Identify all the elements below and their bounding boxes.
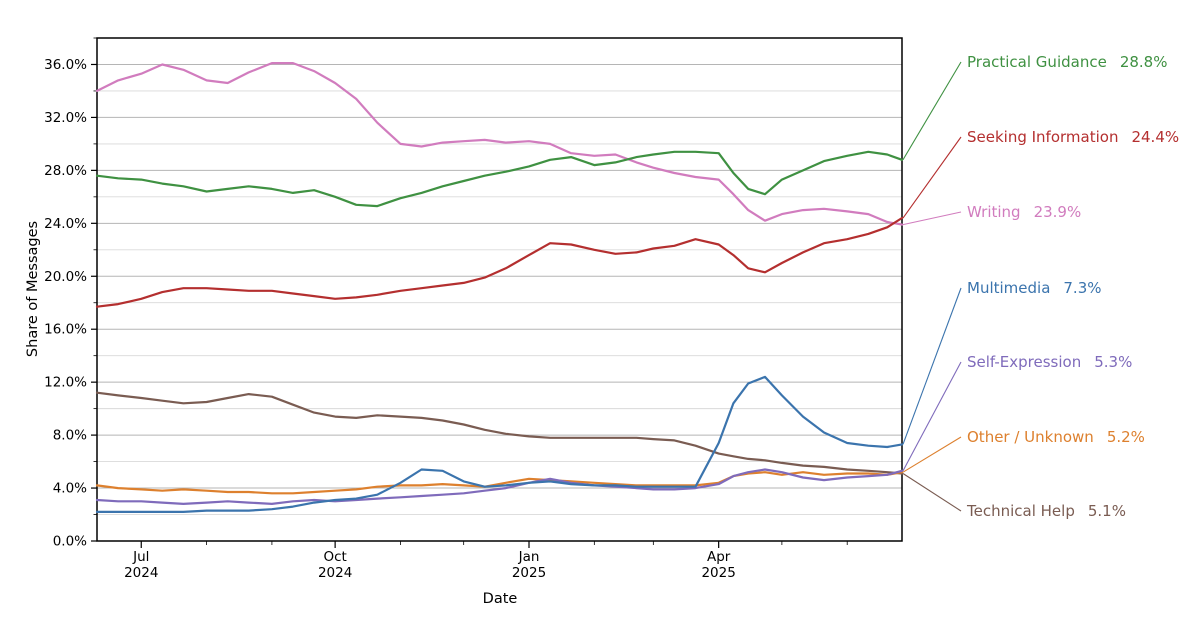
series-line-practical-guidance bbox=[95, 150, 904, 208]
y-tick-label: 16.0% bbox=[44, 322, 87, 338]
y-tick-label: 24.0% bbox=[44, 216, 87, 232]
plot-border bbox=[96, 37, 903, 542]
legend-entry-practical-guidance: Practical Guidance 28.8% bbox=[967, 53, 1167, 71]
legend-entry-other-unknown: Other / Unknown 5.2% bbox=[967, 428, 1145, 446]
series-line-writing bbox=[95, 61, 904, 226]
legend-value: 5.1% bbox=[1087, 502, 1126, 520]
leader-line bbox=[902, 436, 962, 473]
series-line-technical-help bbox=[95, 391, 904, 475]
legend-value: 7.3% bbox=[1063, 279, 1102, 297]
legend-entry-technical-help: Technical Help 5.1% bbox=[967, 502, 1126, 520]
y-tick-label: 12.0% bbox=[44, 375, 87, 391]
series-line-seeking-information bbox=[95, 216, 904, 308]
x-tick-label: Jan 2025 bbox=[512, 549, 546, 581]
legend-label: Other / Unknown bbox=[967, 428, 1094, 446]
series-line-other-unknown bbox=[95, 471, 904, 495]
series-line-self-expression bbox=[95, 468, 904, 505]
y-tick-label: 20.0% bbox=[44, 269, 87, 285]
leader-line bbox=[902, 287, 962, 445]
legend-value: 23.9% bbox=[1033, 203, 1082, 221]
x-tick-label: Oct 2024 bbox=[318, 549, 352, 581]
y-tick-label: 8.0% bbox=[53, 428, 87, 444]
y-axis-title: Share of Messages bbox=[25, 220, 41, 358]
y-tick-label: 36.0% bbox=[44, 57, 87, 73]
y-tick-label: 28.0% bbox=[44, 163, 87, 179]
x-tick-label: Jul 2024 bbox=[124, 549, 158, 581]
legend-entry-seeking-information: Seeking Information 24.4% bbox=[967, 128, 1179, 146]
legend-entry-self-expression: Self-Expression 5.3% bbox=[967, 353, 1132, 371]
legend-value: 5.2% bbox=[1106, 428, 1145, 446]
x-tick-label: Apr 2025 bbox=[701, 549, 735, 581]
legend-value: 28.8% bbox=[1119, 53, 1168, 71]
legend-value: 24.4% bbox=[1131, 128, 1180, 146]
legend-entry-writing: Writing 23.9% bbox=[967, 203, 1081, 221]
leader-line bbox=[902, 211, 962, 226]
y-tick-label: 0.0% bbox=[53, 534, 87, 550]
legend-label: Writing bbox=[967, 203, 1021, 221]
legend-label: Technical Help bbox=[967, 502, 1075, 520]
legend-entry-multimedia: Multimedia 7.3% bbox=[967, 279, 1102, 297]
legend-label: Self-Expression bbox=[967, 353, 1082, 371]
series-line-multimedia bbox=[95, 375, 904, 513]
leader-line bbox=[902, 136, 962, 219]
legend-label: Multimedia bbox=[967, 279, 1051, 297]
legend-label: Seeking Information bbox=[967, 128, 1119, 146]
x-axis-title: Date bbox=[482, 591, 518, 607]
leader-line bbox=[902, 361, 962, 472]
leader-line bbox=[902, 61, 962, 161]
y-tick-label: 4.0% bbox=[53, 481, 87, 497]
legend-label: Practical Guidance bbox=[967, 53, 1107, 71]
y-tick-label: 32.0% bbox=[44, 110, 87, 126]
legend-value: 5.3% bbox=[1094, 353, 1133, 371]
leader-line bbox=[902, 473, 962, 512]
